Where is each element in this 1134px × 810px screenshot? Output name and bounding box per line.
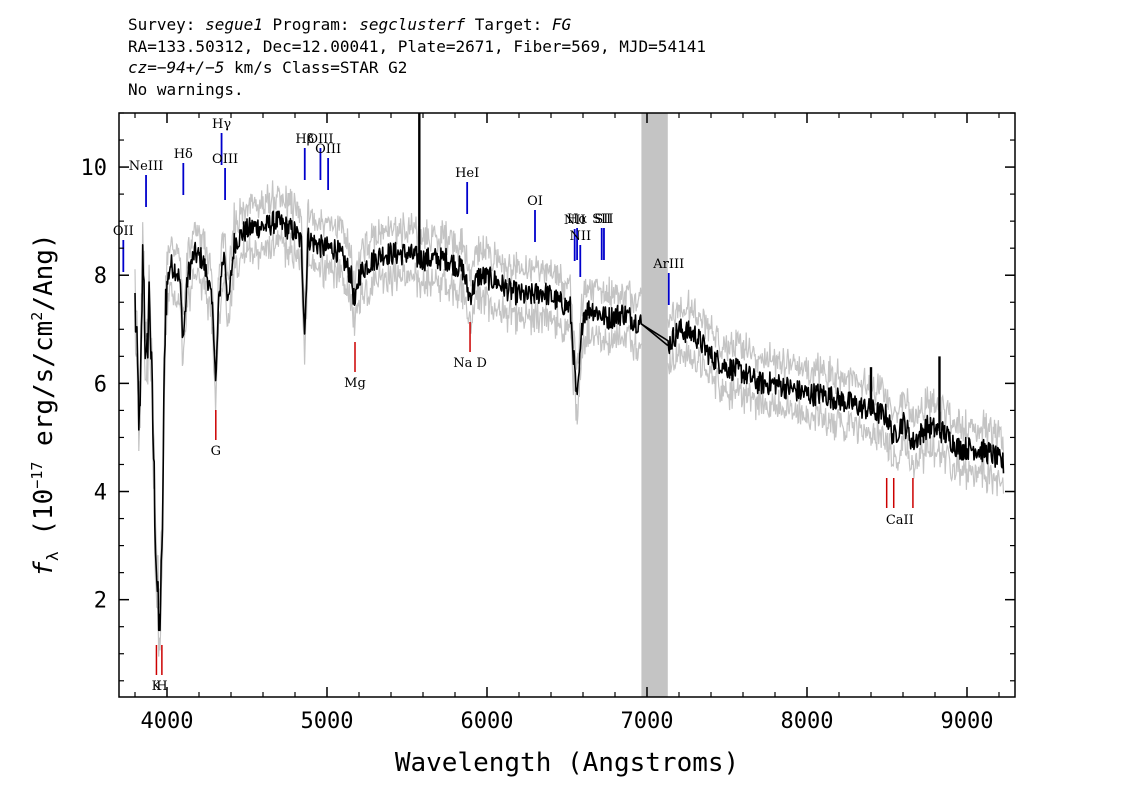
y-axis-title: fλ (10−17 erg/s/cm2/Ang)	[28, 233, 62, 576]
error-band-upper	[134, 180, 1005, 609]
emission-line-label: HeI	[455, 166, 479, 181]
masked-region-layer	[641, 113, 668, 697]
x-tick-label: 7000	[621, 709, 674, 734]
error-band-lower	[134, 229, 1005, 657]
emission-line-label: OIII	[315, 142, 341, 157]
cz-value: =−94+/−5	[147, 58, 225, 77]
absorption-line-label: K	[152, 679, 162, 694]
header-line-3: cz=−94+/−5 km/s Class=STAR G2	[128, 57, 706, 79]
y-tick-label: 6	[94, 372, 107, 397]
x-tick-label: 5000	[301, 709, 354, 734]
absorption-line-label: CaII	[886, 513, 914, 528]
absorption-line-label: H	[156, 679, 167, 694]
spectral-lines-layer: OIINeIIIHδHγOIIIHβOIIIOIIIHeIOINIIHαNIIS…	[113, 117, 914, 694]
target-label: Target:	[465, 15, 552, 34]
cz-label: cz	[128, 58, 148, 77]
plot-frame	[118, 112, 1016, 698]
emission-line-label: OII	[113, 224, 134, 239]
header-line-1: Survey: segue1 Program: segclusterf Targ…	[128, 14, 706, 36]
emission-line-label: Hγ	[212, 117, 231, 132]
header-line-4: No warnings.	[128, 79, 244, 99]
x-tick-label: 8000	[781, 709, 834, 734]
axis-ticks-layer: 4000 5000 6000 7000 8000 9000 2 4 6 8 10	[81, 112, 1015, 734]
emission-line-label: Hα	[567, 212, 587, 227]
emission-line-label: NII	[564, 213, 586, 228]
emission-line-label: OIII	[307, 132, 333, 147]
y-axis-title-group: fλ (10−17 erg/s/cm2/Ang)	[28, 233, 62, 576]
absorption-line-label: Mg	[344, 376, 366, 391]
program-label: Program:	[262, 15, 360, 34]
x-axis-title: Wavelength (Angstroms)	[395, 748, 739, 778]
emission-line-label: ArIII	[652, 257, 684, 272]
program-value: segclusterf	[359, 15, 466, 34]
x-tick-label: 9000	[941, 709, 994, 734]
emission-line-label: SII	[594, 212, 613, 227]
spectrum-header: Survey: segue1 Program: segclusterf Targ…	[128, 14, 706, 100]
y-tick-label: 2	[94, 589, 107, 614]
emission-line-label: Hβ	[295, 132, 314, 147]
survey-label: Survey:	[128, 15, 206, 34]
emission-line-label: Hδ	[174, 147, 193, 162]
survey-value: segue1	[205, 15, 263, 34]
x-tick-label: 4000	[141, 709, 194, 734]
absorption-line-label: G	[211, 444, 221, 459]
masked-region	[641, 113, 668, 697]
emission-line-label: NeIII	[129, 159, 163, 174]
emission-line-label: OIII	[212, 152, 238, 167]
error-band-layer	[134, 180, 1005, 657]
y-tick-label: 10	[81, 156, 108, 181]
emission-line-label: SII	[592, 212, 611, 227]
header-line-2: RA=133.50312, Dec=12.00041, Plate=2671, …	[128, 36, 706, 56]
absorption-line-label: Na D	[453, 356, 487, 371]
flux-line	[134, 210, 1005, 632]
class-text: km/s Class=STAR G2	[224, 58, 408, 77]
flux-layer	[134, 113, 1005, 632]
masked-bridge-line	[640, 323, 669, 347]
y-tick-label: 8	[94, 264, 107, 289]
emission-line-label: NII	[569, 229, 591, 244]
emission-line-label: OI	[527, 194, 543, 209]
x-tick-label: 6000	[461, 709, 514, 734]
target-value: FG	[551, 15, 572, 34]
y-tick-label: 4	[94, 481, 107, 506]
